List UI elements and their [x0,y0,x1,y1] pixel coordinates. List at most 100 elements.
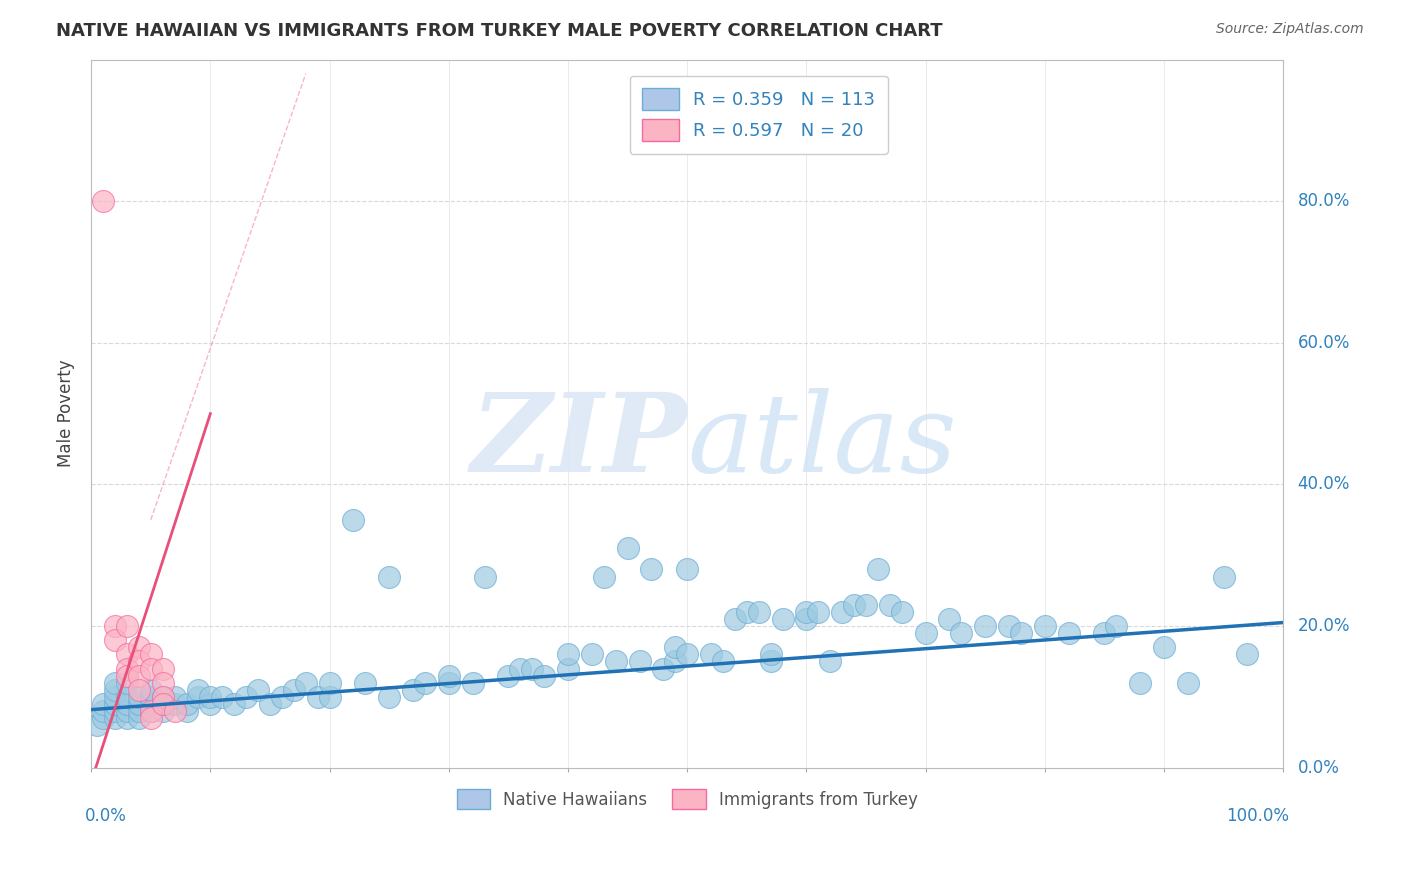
Text: 100.0%: 100.0% [1226,806,1289,824]
Point [413,675,436,690]
Point [307,690,329,704]
Point [378,690,401,704]
Point [163,697,186,711]
Text: 0.0%: 0.0% [86,806,127,824]
Point [676,562,699,576]
Point [664,640,686,655]
Point [711,655,734,669]
Point [152,690,174,704]
Point [1010,626,1032,640]
Point [1105,619,1128,633]
Point [522,662,544,676]
Point [235,690,257,704]
Point [1033,619,1056,633]
Point [115,675,138,690]
Point [270,690,292,704]
Point [890,605,912,619]
Point [938,612,960,626]
Point [91,704,114,718]
Point [700,648,723,662]
Point [139,711,162,725]
Point [437,675,460,690]
Point [914,626,936,640]
Point [664,655,686,669]
Point [1057,626,1080,640]
Point [1129,675,1152,690]
Point [247,682,270,697]
Point [128,655,150,669]
Point [152,697,174,711]
Point [163,690,186,704]
Point [104,675,127,690]
Point [152,690,174,704]
Point [176,704,198,718]
Point [807,605,830,619]
Text: 0.0%: 0.0% [1298,759,1340,777]
Point [139,704,162,718]
Point [128,640,150,655]
Point [115,662,138,676]
Point [628,655,651,669]
Point [139,704,162,718]
Point [115,690,138,704]
Point [115,697,138,711]
Point [294,675,316,690]
Point [616,541,638,556]
Point [1236,648,1258,662]
Point [163,704,186,718]
Point [139,662,162,676]
Text: ZIP: ZIP [471,388,688,496]
Point [759,655,782,669]
Text: Source: ZipAtlas.com: Source: ZipAtlas.com [1216,22,1364,37]
Point [592,569,614,583]
Point [115,619,138,633]
Legend: Native Hawaiians, Immigrants from Turkey: Native Hawaiians, Immigrants from Turkey [450,782,925,816]
Point [86,718,108,732]
Point [1177,675,1199,690]
Point [152,662,174,676]
Point [748,605,770,619]
Point [831,605,853,619]
Text: atlas: atlas [688,388,957,496]
Point [211,690,233,704]
Point [676,648,699,662]
Point [950,626,973,640]
Point [200,690,222,704]
Point [855,598,877,612]
Point [772,612,794,626]
Point [354,675,377,690]
Point [104,711,127,725]
Point [152,697,174,711]
Point [640,562,662,576]
Point [200,697,222,711]
Point [498,668,520,682]
Point [1212,569,1234,583]
Text: NATIVE HAWAIIAN VS IMMIGRANTS FROM TURKEY MALE POVERTY CORRELATION CHART: NATIVE HAWAIIAN VS IMMIGRANTS FROM TURKE… [56,22,943,40]
Point [128,697,150,711]
Point [104,704,127,718]
Point [474,569,496,583]
Point [879,598,901,612]
Point [842,598,865,612]
Point [104,690,127,704]
Text: 40.0%: 40.0% [1298,475,1350,493]
Point [1094,626,1116,640]
Point [152,675,174,690]
Point [1153,640,1175,655]
Point [91,194,114,209]
Point [152,704,174,718]
Point [652,662,675,676]
Text: 20.0%: 20.0% [1298,617,1350,635]
Text: 60.0%: 60.0% [1298,334,1350,351]
Point [259,697,281,711]
Point [581,648,603,662]
Text: 80.0%: 80.0% [1298,192,1350,211]
Point [187,690,209,704]
Point [724,612,747,626]
Point [104,619,127,633]
Point [176,697,198,711]
Point [128,711,150,725]
Point [91,697,114,711]
Point [318,675,340,690]
Point [342,513,364,527]
